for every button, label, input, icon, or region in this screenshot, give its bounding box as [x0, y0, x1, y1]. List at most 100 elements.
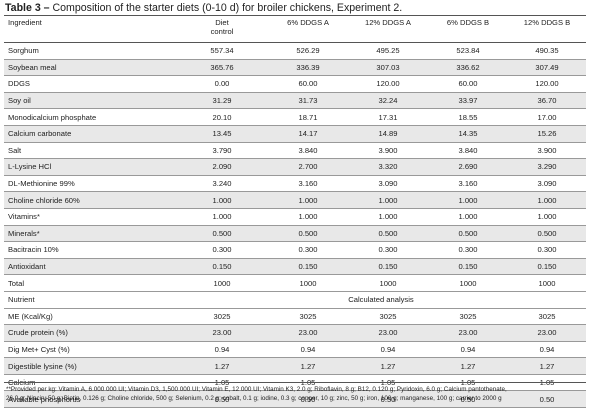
row-value: 31.73: [268, 92, 348, 110]
row-value: 3.900: [348, 142, 428, 160]
row-value: 0.94: [176, 341, 268, 359]
ingredient-row: Antioxidant 0.150 0.150 0.150 0.150 0.150: [4, 258, 586, 276]
row-value: 1000: [348, 274, 428, 292]
table-caption-text: Composition of the starter diets (0-10 d…: [49, 2, 403, 14]
row-label: Bacitracin 10%: [4, 241, 176, 259]
row-value: 3025: [348, 308, 428, 326]
header-diet-line1: Diet: [215, 18, 229, 27]
row-label: Monodicalcium phosphate: [4, 108, 176, 126]
row-value: 14.89: [348, 125, 428, 143]
row-value: 3.290: [508, 158, 586, 176]
ingredient-row: Soybean meal 365.76 336.39 307.03 336.62 307.…: [4, 59, 586, 77]
row-value: 1.27: [268, 357, 348, 375]
row-label: Soybean meal: [4, 59, 176, 77]
row-value: 557.34: [176, 42, 268, 60]
row-label: Calcium carbonate: [4, 125, 176, 143]
nutrient-row: Available phosphorus 0.50 0.50 0.50 0.50 0.50: [4, 390, 586, 409]
row-value: 1.000: [428, 208, 508, 226]
row-label: Vitamins*: [4, 208, 176, 226]
ingredient-row: DL-Methionine 99% 3.240 3.160 3.090 3.160 3.0…: [4, 175, 586, 193]
table-caption: Table 3 – Composition of the starter die…: [5, 2, 585, 15]
diet-composition-table: Ingredient Diet control 6% DDGS A 12% DD…: [4, 15, 586, 409]
row-value: 3.320: [348, 158, 428, 176]
row-value: 1.000: [176, 191, 268, 209]
row-value: 0.300: [428, 241, 508, 259]
row-value: 0.300: [348, 241, 428, 259]
row-value: 0.300: [508, 241, 586, 259]
row-value: 1.27: [508, 357, 586, 375]
row-value: 2.690: [428, 158, 508, 176]
row-label: Total: [4, 274, 176, 292]
row-value: 1.27: [428, 357, 508, 375]
row-value: 0.50: [268, 390, 348, 409]
row-value: 0.50: [348, 390, 428, 409]
row-value: 307.49: [508, 59, 586, 77]
row-value: 1.000: [508, 208, 586, 226]
row-label: Soy oil: [4, 92, 176, 110]
row-label: Antioxidant: [4, 258, 176, 276]
section-nutrient-label: Nutrient: [4, 291, 176, 309]
row-value: 3025: [428, 308, 508, 326]
row-value: 23.00: [508, 324, 586, 342]
nutrient-row: Dig Met+ Cyst (%) 0.94 0.94 0.94 0.94 0.94: [4, 341, 586, 359]
row-value: 0.150: [268, 258, 348, 276]
row-value: 3.240: [176, 175, 268, 193]
row-value: 36.70: [508, 92, 586, 110]
row-label: DDGS: [4, 75, 176, 93]
row-value: 1.27: [176, 357, 268, 375]
table-header-row: Ingredient Diet control 6% DDGS A 12% DD…: [4, 15, 586, 43]
row-value: 1.000: [348, 191, 428, 209]
row-value: 1.000: [268, 191, 348, 209]
row-value: 120.00: [508, 75, 586, 93]
row-label: Crude protein (%): [4, 324, 176, 342]
row-value: 523.84: [428, 42, 508, 60]
row-value: 526.29: [268, 42, 348, 60]
row-value: 120.00: [348, 75, 428, 93]
footnote-line2: 26.0 g; Niacin, 50 g; Biotin, 0.126 g; C…: [6, 395, 502, 402]
table-bottom-rule: [4, 382, 586, 383]
row-label: Sorghum: [4, 42, 176, 60]
row-value: 3025: [176, 308, 268, 326]
row-value: 0.500: [428, 225, 508, 243]
footnote-line1: **Provided per kg: Vitamin A, 6 000 000 …: [6, 386, 507, 393]
row-value: 0.300: [268, 241, 348, 259]
row-value: 1.000: [348, 208, 428, 226]
row-value: 0.00: [176, 75, 268, 93]
row-value: 0.150: [508, 258, 586, 276]
row-value: 60.00: [428, 75, 508, 93]
row-value: 1.000: [428, 191, 508, 209]
header-6-ddgs-b: 6% DDGS B: [428, 15, 508, 43]
row-value: 307.03: [348, 59, 428, 77]
ingredient-row: Salt 3.790 3.840 3.900 3.840 3.900: [4, 142, 586, 160]
row-value: 0.150: [176, 258, 268, 276]
row-value: 0.500: [268, 225, 348, 243]
header-6-ddgs-a: 6% DDGS A: [268, 15, 348, 43]
row-value: 336.39: [268, 59, 348, 77]
ingredient-row: L-Lysine HCl 2.090 2.700 3.320 2.690 3.290: [4, 158, 586, 176]
row-label: Dig Met+ Cyst (%): [4, 341, 176, 359]
ingredient-row: Bacitracin 10% 0.300 0.300 0.300 0.300 0.300: [4, 241, 586, 259]
row-value: 1000: [176, 274, 268, 292]
ingredient-row: Calcium carbonate 13.45 14.17 14.89 14.35 15.…: [4, 125, 586, 143]
row-value: 0.94: [508, 341, 586, 359]
row-label: Available phosphorus: [4, 390, 176, 409]
row-value: 3.840: [428, 142, 508, 160]
row-value: 23.00: [268, 324, 348, 342]
row-value: 0.50: [428, 390, 508, 409]
row-value: 3.900: [508, 142, 586, 160]
row-value: 0.150: [348, 258, 428, 276]
row-value: 17.00: [508, 108, 586, 126]
row-label: ME (Kcal/Kg): [4, 308, 176, 326]
ingredient-row: Sorghum 557.34 526.29 495.25 523.84 490.35: [4, 42, 586, 60]
row-value: 490.35: [508, 42, 586, 60]
header-ingredient: Ingredient: [4, 15, 176, 43]
row-value: 1.000: [508, 191, 586, 209]
header-diet-line2: control: [210, 27, 234, 36]
row-value: 3025: [268, 308, 348, 326]
ingredient-row: Total 1000 1000 1000 1000 1000: [4, 274, 586, 292]
row-label: L-Lysine HCl: [4, 158, 176, 176]
ingredient-row: Choline chloride 60% 1.000 1.000 1.000 1.000…: [4, 191, 586, 209]
row-value: 32.24: [348, 92, 428, 110]
row-value: 1000: [428, 274, 508, 292]
